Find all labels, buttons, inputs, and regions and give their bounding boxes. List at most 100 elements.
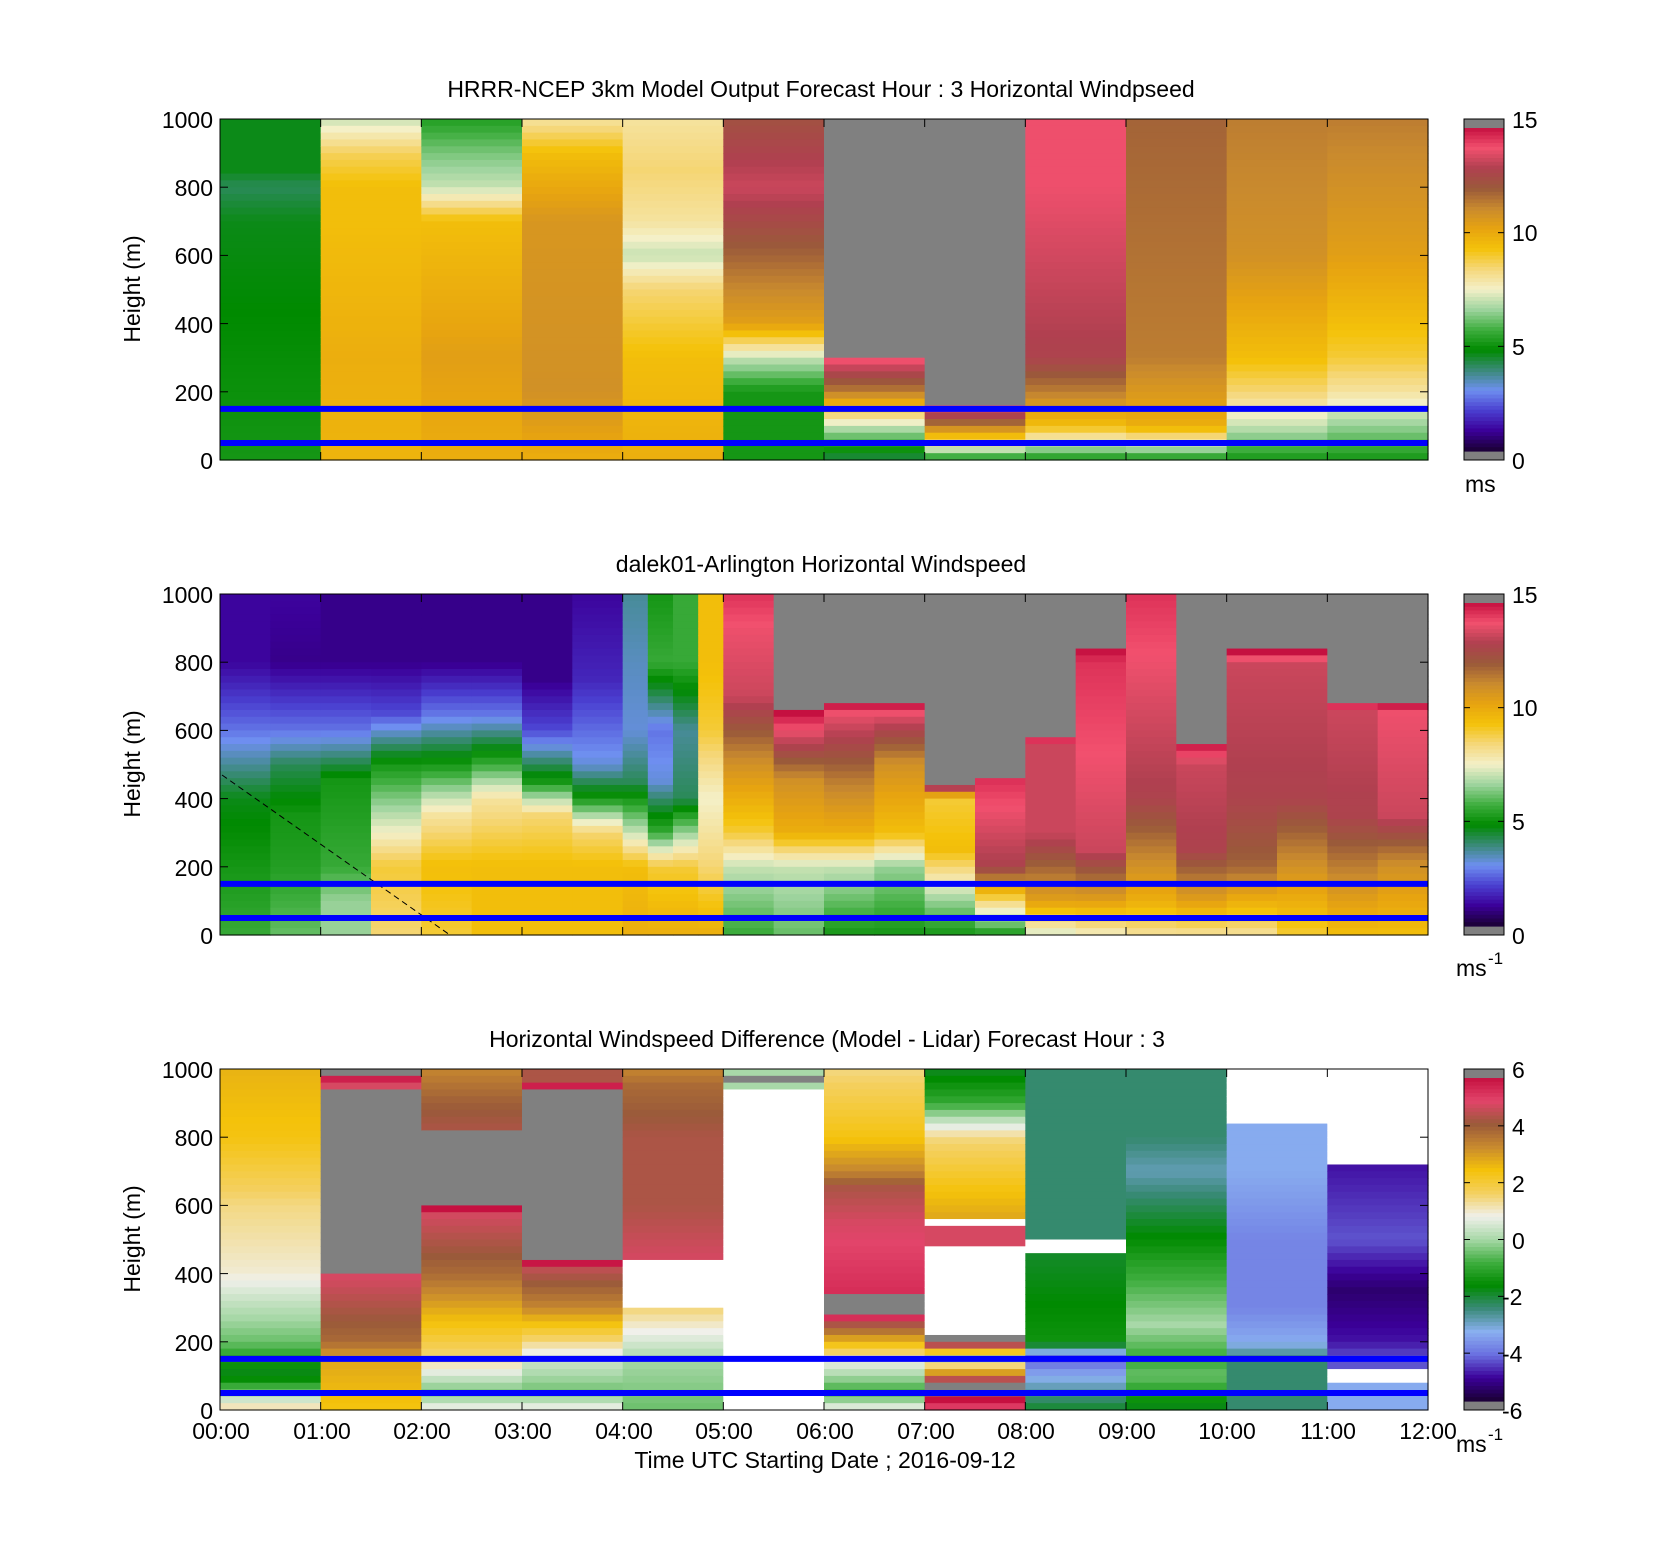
heatmap-cell (421, 1123, 523, 1131)
heatmap-cell (647, 634, 674, 643)
colorbar-swatch (1464, 1153, 1504, 1158)
heatmap-cell (522, 207, 624, 216)
heatmap-cell (1126, 1382, 1228, 1391)
colorbar-swatch (1464, 402, 1504, 407)
heatmap-cell (1075, 873, 1127, 882)
heatmap-cell (647, 839, 674, 847)
heatmap-cell (975, 662, 1026, 670)
heatmap-cell (824, 1116, 926, 1125)
heatmap-cell (622, 269, 724, 277)
heatmap-cell (220, 255, 322, 263)
colorbar-unit-label: ms (1456, 1431, 1487, 1457)
heatmap-cell (220, 1144, 322, 1152)
heatmap-cell (220, 316, 322, 325)
heatmap-cell (723, 432, 825, 441)
colorbar-swatch (1464, 741, 1504, 747)
heatmap-cell (572, 798, 624, 807)
colorbar-swatch (1464, 158, 1504, 163)
heatmap-cell (1126, 1362, 1228, 1370)
heatmap-cell (522, 159, 624, 168)
heatmap-cell (874, 866, 926, 875)
panel-model: HRRR-NCEP 3km Model Output Forecast Hour… (119, 76, 1538, 497)
heatmap-cell (1277, 825, 1328, 834)
heatmap-cell (924, 309, 1026, 318)
heatmap-cell (622, 1294, 724, 1302)
heatmap-cell (421, 173, 523, 181)
heatmap-cell (773, 641, 825, 650)
heatmap-cell (522, 1150, 624, 1159)
heatmap-cell (421, 859, 473, 868)
heatmap-cell (824, 1144, 926, 1152)
heatmap-cell (824, 866, 875, 875)
heatmap-cell (622, 289, 724, 297)
heatmap-cell (320, 791, 372, 800)
heatmap-cell (622, 682, 649, 691)
heatmap-cell (1327, 757, 1379, 766)
y-tick-label: 1000 (162, 107, 213, 133)
heatmap-cell (698, 600, 724, 609)
heatmap-cell (622, 900, 649, 909)
heatmap-cell (975, 730, 1026, 738)
heatmap-cell (1327, 419, 1429, 427)
heatmap-cell (1126, 1307, 1228, 1316)
heatmap-cell (1126, 1219, 1228, 1227)
heatmap-cell (824, 778, 875, 786)
heatmap-cell (421, 344, 523, 352)
heatmap-cell (824, 675, 875, 684)
heatmap-cell (622, 1164, 724, 1172)
colorbar-swatch (1464, 835, 1504, 841)
heatmap-cell (1025, 846, 1077, 854)
heatmap-cell (572, 594, 624, 602)
heatmap-cell (1226, 628, 1278, 636)
heatmap-cell (421, 696, 473, 704)
heatmap-cell (723, 1307, 825, 1316)
heatmap-cell (723, 221, 825, 229)
heatmap-cell (924, 900, 976, 909)
heatmap-cell (421, 1362, 523, 1370)
heatmap-cell (220, 778, 271, 786)
heatmap-cell (874, 791, 926, 800)
heatmap-cell (1025, 1314, 1127, 1322)
heatmap-cell (1126, 784, 1177, 793)
heatmap-cell (421, 730, 473, 738)
heatmap-cell (220, 696, 271, 704)
heatmap-cell (1277, 921, 1328, 929)
heatmap-cell (421, 634, 473, 643)
heatmap-cell (1126, 819, 1177, 827)
heatmap-cell (1327, 900, 1379, 909)
heatmap-cell (421, 1334, 523, 1343)
x-tick-label: 01:00 (293, 1418, 351, 1444)
heatmap-cell (622, 928, 649, 936)
heatmap-cell (1126, 675, 1177, 684)
heatmap-cell (924, 1069, 1026, 1077)
heatmap-cell (320, 275, 422, 284)
heatmap-cell (522, 323, 624, 332)
heatmap-cell (371, 825, 422, 834)
heatmap-cell (975, 744, 1026, 752)
heatmap-cell (1327, 894, 1379, 902)
heatmap-cell (572, 853, 624, 861)
heatmap-cell (1025, 1082, 1127, 1091)
heatmap-cell (1327, 798, 1379, 807)
heatmap-cell (1126, 607, 1177, 616)
heatmap-cell (471, 621, 523, 629)
panel-lidar-overlay-lines (220, 880, 1428, 921)
heatmap-cell (1126, 398, 1228, 407)
heatmap-cell (522, 221, 624, 229)
heatmap-cell (622, 859, 649, 868)
heatmap-cell (320, 412, 422, 420)
heatmap-cell (1025, 200, 1127, 209)
heatmap-cell (1327, 275, 1429, 284)
heatmap-cell (824, 166, 926, 175)
heatmap-cell (421, 398, 523, 407)
heatmap-cell (320, 1171, 422, 1179)
colorbar-swatch (1464, 1250, 1504, 1256)
heatmap-cell (1025, 180, 1127, 188)
colorbar-swatch (1464, 850, 1504, 856)
y-tick-label: 400 (175, 312, 213, 338)
heatmap-cell (723, 316, 825, 325)
heatmap-cell (723, 1198, 825, 1206)
heatmap-cell (975, 928, 1026, 936)
heatmap-cell (924, 1123, 1026, 1131)
heatmap-cell (1226, 1103, 1328, 1111)
